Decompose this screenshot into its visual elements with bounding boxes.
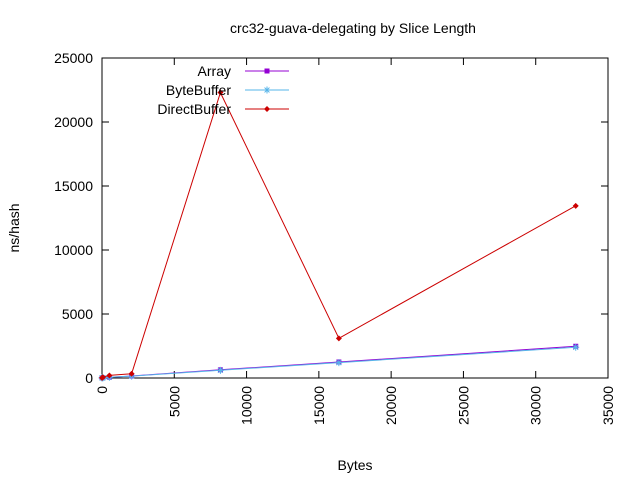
series-bytebuffer bbox=[98, 343, 580, 382]
x-tick-label: 30000 bbox=[528, 386, 544, 425]
y-tick-label: 20000 bbox=[54, 114, 93, 130]
directbuffer-line bbox=[101, 91, 576, 379]
x-axis-label: Bytes bbox=[337, 457, 372, 473]
y-tick-label: 10000 bbox=[54, 242, 93, 258]
legend-label-array: Array bbox=[198, 63, 231, 79]
bytebuffer-point bbox=[572, 343, 580, 351]
legend: Array ByteBuffer DirectBuffer bbox=[157, 63, 289, 117]
axes: 0 5000 10000 15000 20000 25000 0 5000 10000 15000… bbox=[54, 50, 616, 425]
x-tick-label: 20000 bbox=[383, 386, 399, 425]
plot-border bbox=[101, 57, 609, 379]
legend-label-bytebuffer: ByteBuffer bbox=[166, 82, 231, 98]
y-tick-label: 5000 bbox=[62, 306, 93, 322]
bytebuffer-point bbox=[335, 359, 343, 367]
y-tick-label: 0 bbox=[85, 370, 93, 386]
y-tick-label: 15000 bbox=[54, 178, 93, 194]
legend-marker-array bbox=[264, 68, 270, 74]
y-tick-label: 25000 bbox=[54, 50, 93, 66]
x-tick-label: 10000 bbox=[239, 386, 255, 425]
directbuffer-point bbox=[128, 370, 135, 377]
legend-marker-bytebuffer bbox=[263, 86, 271, 94]
bytebuffer-point bbox=[216, 366, 224, 374]
x-tick-label: 15000 bbox=[311, 386, 327, 425]
x-tick-label: 5000 bbox=[166, 386, 182, 417]
y-axis-label: ns/hash bbox=[6, 203, 22, 252]
x-tick-label: 35000 bbox=[600, 386, 616, 425]
directbuffer-point bbox=[335, 335, 342, 342]
series-directbuffer bbox=[99, 89, 579, 381]
directbuffer-point bbox=[217, 89, 224, 96]
chart-title: crc32-guava-delegating by Slice Length bbox=[230, 20, 476, 36]
x-tick-label: 0 bbox=[94, 386, 110, 394]
plot-area bbox=[98, 89, 580, 382]
directbuffer-point bbox=[99, 374, 106, 381]
directbuffer-point bbox=[106, 372, 113, 379]
directbuffer-point bbox=[572, 202, 579, 209]
x-tick-label: 25000 bbox=[455, 386, 471, 425]
legend-marker-directbuffer bbox=[264, 106, 270, 112]
legend-label-directbuffer: DirectBuffer bbox=[157, 101, 231, 117]
